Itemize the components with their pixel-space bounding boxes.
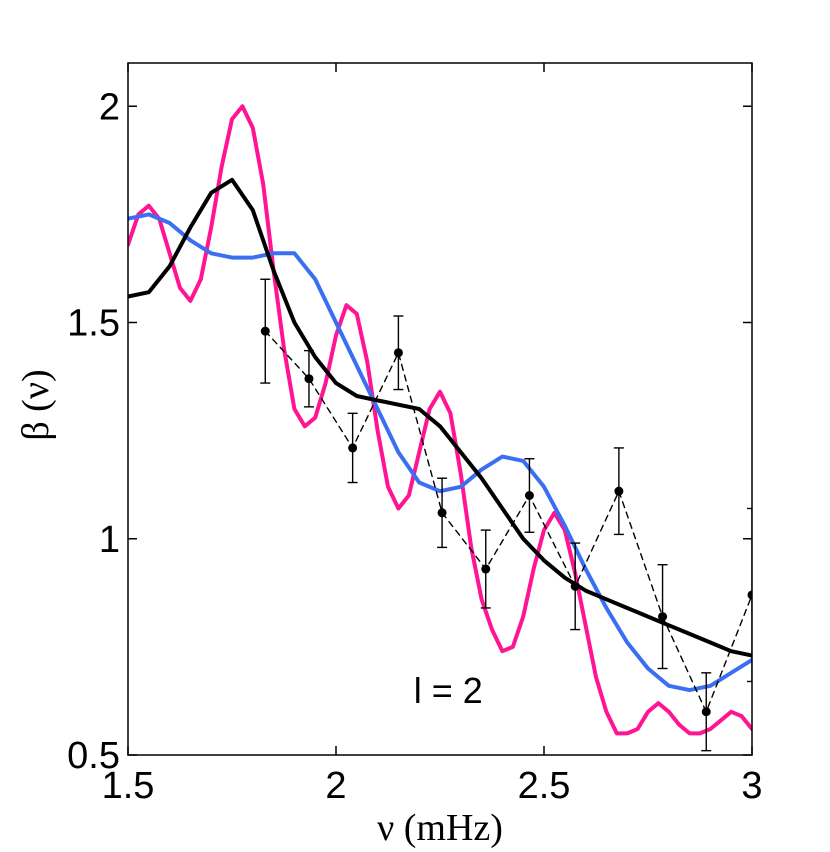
data-point	[348, 443, 358, 453]
tick-layer: 1.5 2 2.5 3 0.5 1 1.5 2	[67, 63, 763, 807]
data-point	[260, 326, 270, 336]
data-point	[614, 486, 624, 496]
annotation-label: l = 2	[414, 670, 483, 711]
y-tick-label: 1.5	[67, 303, 120, 345]
y-tick-label: 0.5	[67, 735, 120, 777]
blue-model-line	[128, 212, 752, 693]
data-point	[304, 374, 314, 384]
observed-data-line	[264, 330, 752, 713]
data-point	[524, 491, 534, 500]
plot-frame	[127, 62, 753, 756]
data-point	[570, 581, 580, 591]
data-point	[437, 508, 447, 518]
y-axis-label: β (ν)	[15, 369, 57, 440]
black-model-line	[128, 177, 752, 658]
data-point	[658, 612, 668, 622]
x-tick-label: 2.5	[518, 765, 571, 807]
data-point	[747, 590, 752, 600]
series-layer	[128, 104, 752, 752]
magenta-model-line	[128, 104, 752, 736]
x-tick-label: 3	[741, 765, 762, 807]
y-tick-label: 2	[99, 86, 120, 128]
x-tick-label: 1.5	[102, 765, 155, 807]
x-tick-label: 2	[325, 765, 346, 807]
data-point	[481, 564, 491, 574]
data-point	[701, 707, 711, 717]
x-axis-label: ν (mHz)	[377, 807, 503, 849]
y-tick-label: 1	[99, 519, 120, 561]
data-point	[393, 348, 403, 358]
